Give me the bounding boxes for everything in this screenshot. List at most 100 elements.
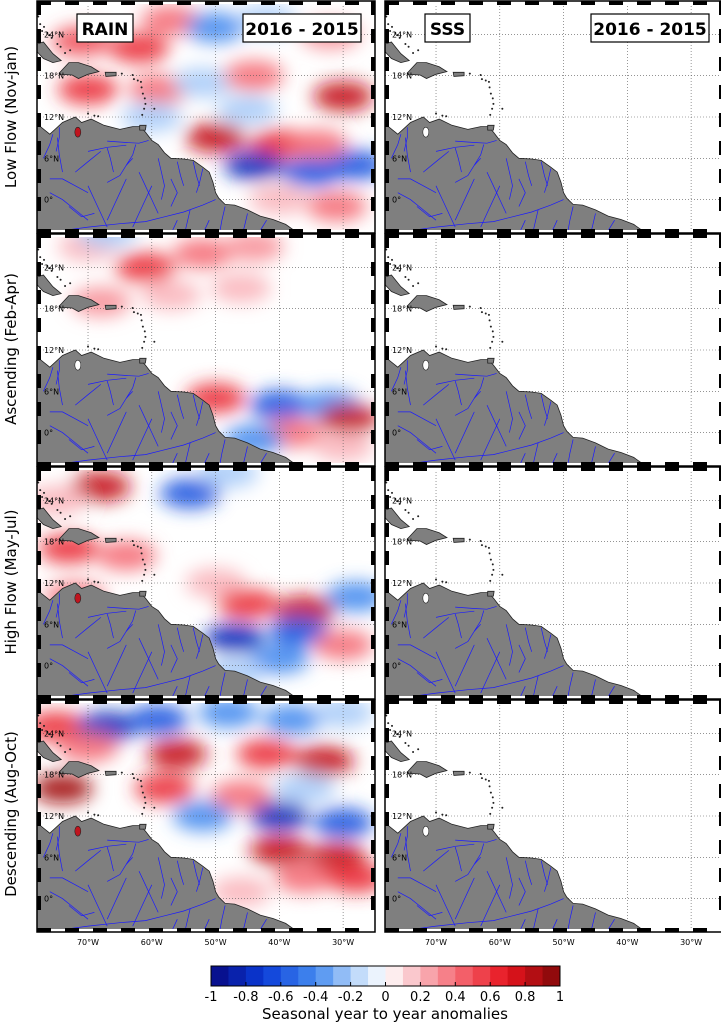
river-line [126, 144, 137, 166]
river-line [176, 394, 185, 419]
island-dot [412, 284, 415, 287]
longitude-tick-label: 40°W [268, 938, 290, 947]
anomaly-blob [160, 478, 221, 509]
river-line [57, 603, 63, 639]
trinidad-landmass [487, 823, 495, 830]
river-line [57, 137, 63, 173]
island-dot [136, 79, 139, 82]
row-label-ascending: Ascending (Feb-Apr) [2, 273, 20, 425]
island-dot [501, 107, 504, 110]
river-line [397, 658, 437, 687]
island-dot [479, 773, 482, 776]
anomaly-blob [313, 629, 374, 660]
island-dot [144, 801, 147, 804]
river-line [170, 877, 178, 906]
hispaniola-landmass [406, 528, 448, 545]
river-line [454, 411, 475, 454]
island-dot [404, 509, 407, 512]
longitude-tick-label: 60°W [489, 938, 511, 947]
river-line [138, 171, 159, 214]
colorbar-segment [280, 966, 299, 986]
hispaniola-landmass [58, 62, 100, 79]
river-line [518, 178, 526, 207]
anomaly-blob [223, 237, 284, 262]
island-dot [56, 43, 59, 46]
river-line [486, 171, 507, 214]
variable-title: RAIN [82, 20, 129, 40]
river-line [126, 377, 137, 399]
river-line [157, 391, 165, 433]
south-america-landmass [37, 116, 295, 230]
river-line [435, 377, 475, 385]
lake-maracaibo [74, 126, 82, 138]
trinidad-landmass [139, 357, 147, 364]
river-line [397, 877, 437, 893]
river-line [552, 220, 558, 230]
island-dot [143, 796, 146, 799]
island-dot [441, 813, 444, 816]
anomaly-blob [211, 876, 272, 907]
anomaly-blob [211, 780, 272, 811]
river-line [68, 905, 95, 917]
island-dot [445, 814, 448, 817]
colorbar-tick-label: 0.4 [445, 990, 466, 1005]
river-line [68, 672, 95, 684]
river-line [176, 161, 185, 186]
island-dot [407, 45, 410, 48]
anomaly-blob [223, 150, 284, 181]
river-line [219, 905, 226, 929]
river-line [55, 826, 60, 851]
river-line [454, 877, 475, 920]
island-dot [468, 72, 471, 75]
row-labels: Low Flow (Nov-jan) Ascending (Feb-Apr) H… [2, 46, 20, 897]
years-title-box [590, 13, 710, 43]
hispaniola-landmass [406, 295, 448, 312]
latitude-tick-label: 6°N [44, 154, 59, 163]
island-dot [389, 728, 392, 731]
island-dot [43, 491, 46, 494]
cuba-landmass [37, 274, 63, 297]
river-line [397, 178, 437, 194]
lake-maracaibo [74, 359, 82, 371]
island-dot [394, 731, 397, 734]
anomaly-blob [70, 286, 131, 317]
latitude-tick-label: 24°N [44, 729, 64, 738]
river-line [435, 144, 475, 152]
island-dot [153, 573, 156, 576]
island-dot [136, 778, 139, 781]
island-dot [391, 258, 394, 261]
island-dot [48, 267, 51, 270]
map-panel: 24°N 18°N 12°N 6°N 0° [384, 466, 721, 700]
island-dot [140, 319, 143, 322]
island-dot [143, 107, 146, 110]
island-dot [394, 32, 397, 35]
colorbar-segment [350, 966, 369, 986]
river-line [405, 836, 411, 872]
river-line [455, 140, 497, 144]
island-dot [396, 267, 399, 270]
river-line [454, 613, 462, 639]
island-dot [491, 340, 494, 343]
colorbar-segment [437, 966, 456, 986]
variable-title: SSS [430, 20, 465, 40]
variable-title-box [76, 13, 134, 43]
island-dot [445, 115, 448, 118]
lake-maracaibo [422, 592, 430, 604]
river-line [435, 185, 456, 228]
anomaly-blob [325, 150, 375, 181]
island-dot [56, 509, 59, 512]
anomaly-blob [313, 703, 374, 728]
river-line [55, 127, 60, 152]
river-line [107, 140, 149, 144]
river-line [423, 617, 450, 639]
hispaniola-landmass [58, 295, 100, 312]
river-line [533, 209, 539, 230]
island-dot [487, 313, 490, 316]
island-dot [396, 500, 399, 503]
river-line [567, 439, 574, 463]
colorbar-tick-label: 0.2 [410, 990, 431, 1005]
island-dot [143, 806, 146, 809]
river-line [455, 857, 481, 882]
river-line [412, 665, 564, 696]
latitude-tick-label: 12°N [392, 812, 412, 821]
